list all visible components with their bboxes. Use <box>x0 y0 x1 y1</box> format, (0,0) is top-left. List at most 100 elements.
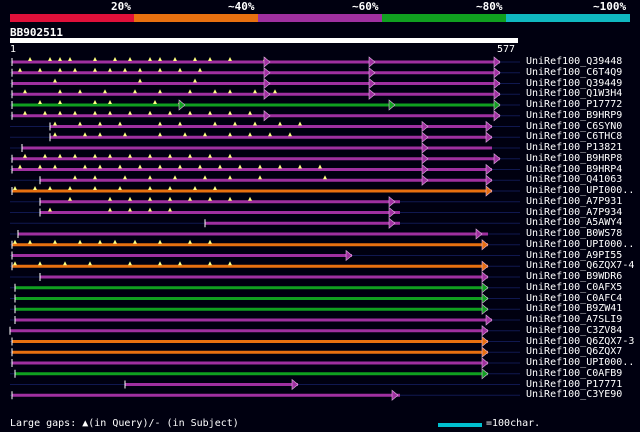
hit-arrowhead <box>421 163 429 176</box>
hit-label[interactable]: UniRef100_Q41063 <box>526 174 623 186</box>
hit-track[interactable] <box>10 120 520 133</box>
hit-track[interactable] <box>10 56 520 68</box>
hit-track[interactable] <box>10 185 520 197</box>
hit-track[interactable] <box>10 282 520 294</box>
hit-track[interactable] <box>10 217 520 229</box>
hit-arrowhead <box>291 378 299 391</box>
hit-track[interactable] <box>10 77 520 90</box>
identity-legend-bar <box>10 14 630 22</box>
query-gap-marker <box>133 89 137 94</box>
hit-track[interactable] <box>10 314 520 326</box>
hit-label[interactable]: UniRef100_Q6ZQX7 <box>526 346 623 358</box>
hit-label[interactable]: UniRef100_B0WS78 <box>526 228 623 239</box>
hit-label[interactable]: UniRef100_Q6ZQX7-4 <box>526 260 635 272</box>
hit-arrowhead <box>481 303 489 315</box>
query-gap-marker <box>253 89 257 94</box>
query-gap-marker <box>73 175 77 180</box>
hit-label[interactable]: UniRef100_C0AFB9 <box>526 367 623 379</box>
hit-track[interactable] <box>10 271 520 283</box>
hit-track[interactable] <box>10 303 520 315</box>
hit-track[interactable] <box>10 153 520 165</box>
hit-label[interactable]: UniRef100_B9HRP9 <box>526 109 623 121</box>
hit-label[interactable]: UniRef100_C3ZV84 <box>526 324 623 336</box>
hit-track[interactable] <box>10 67 520 79</box>
hit-label[interactable]: UniRef100_B9WDR6 <box>526 271 623 282</box>
hit-track[interactable] <box>10 110 520 122</box>
query-gap-marker <box>298 121 302 126</box>
hit-track[interactable] <box>10 346 520 358</box>
query-gap-marker <box>113 239 117 244</box>
hit-arrowhead <box>421 174 429 186</box>
query-gap-marker <box>58 89 62 94</box>
hit-label[interactable]: UniRef100_A9PI55 <box>526 249 623 261</box>
hit-label[interactable]: UniRef100_B9HRP4 <box>526 163 623 175</box>
query-gap-marker <box>138 164 142 169</box>
hit-label[interactable]: UniRef100_C3YE90 <box>526 389 623 401</box>
hit-label[interactable]: UniRef100_Q39449 <box>526 77 623 89</box>
hit-label[interactable]: UniRef100_Q6ZQX7-3 <box>526 335 635 347</box>
hit-track[interactable] <box>10 239 520 251</box>
query-gap-marker <box>278 121 282 126</box>
hit-label[interactable]: UniRef100_A7P931 <box>526 195 623 207</box>
hit-label[interactable]: UniRef100_C6SYN0 <box>526 120 623 132</box>
hit-label[interactable]: UniRef100_C6THC8 <box>526 131 623 143</box>
hit-track[interactable] <box>10 357 520 369</box>
hit-arrowhead <box>388 217 396 229</box>
query-gap-marker <box>228 261 232 266</box>
hit-label[interactable]: UniRef100_C6T4Q9 <box>526 66 623 78</box>
query-gap-marker <box>168 186 172 190</box>
hit-label[interactable]: UniRef100_Q39448 <box>526 56 623 67</box>
query-gap-marker <box>138 67 142 72</box>
query-gap-marker <box>38 164 42 169</box>
hit-arrowhead <box>481 325 489 337</box>
hit-label[interactable]: UniRef100_B9ZW41 <box>526 303 623 315</box>
hit-track[interactable] <box>10 163 520 176</box>
hit-track[interactable] <box>10 249 520 262</box>
hit-track[interactable] <box>10 335 520 348</box>
hit-arrowhead <box>368 56 376 68</box>
hit-arrowhead <box>481 260 489 272</box>
hit-arrowhead <box>368 88 376 100</box>
query-gap-marker <box>178 164 182 169</box>
hit-label[interactable]: UniRef100_UPI000.. <box>526 185 635 196</box>
hit-label[interactable]: UniRef100_B9HRP8 <box>526 152 623 164</box>
hit-track[interactable] <box>10 389 520 401</box>
hit-track[interactable] <box>10 99 520 111</box>
hit-track[interactable] <box>10 88 520 100</box>
hit-track[interactable] <box>10 228 520 240</box>
hit-track[interactable] <box>9 325 520 337</box>
query-gap-marker <box>123 132 127 137</box>
hit-label[interactable]: UniRef100_P13821 <box>526 142 623 153</box>
query-gap-marker <box>113 57 117 61</box>
hit-track[interactable] <box>10 292 520 305</box>
hit-arrowhead <box>493 56 501 68</box>
hit-arrowhead <box>493 153 501 165</box>
hit-label[interactable]: UniRef100_A5AWY4 <box>526 217 623 229</box>
hit-label[interactable]: UniRef100_UPI000.. <box>526 238 635 250</box>
query-gap-marker <box>183 132 187 137</box>
hit-track[interactable] <box>10 368 520 380</box>
hit-label[interactable]: UniRef100_P17771 <box>526 378 623 390</box>
query-gap-marker <box>318 164 322 169</box>
scale-label: =100char. <box>486 418 541 429</box>
hit-label[interactable]: UniRef100_UPI000.. <box>526 357 635 368</box>
hit-label[interactable]: UniRef100_A7P934 <box>526 206 623 218</box>
hit-label[interactable]: UniRef100_C0AFC4 <box>526 292 623 304</box>
hit-track[interactable] <box>10 142 520 154</box>
hit-label[interactable]: UniRef100_P17772 <box>526 99 623 110</box>
hit-label[interactable]: UniRef100_C0AFX5 <box>526 281 623 293</box>
hit-track[interactable] <box>10 131 520 143</box>
hit-track[interactable] <box>10 174 520 186</box>
query-gap-marker <box>208 110 212 115</box>
hit-arrowhead <box>263 88 271 100</box>
hit-track[interactable] <box>10 260 520 272</box>
hit-arrowhead <box>421 120 429 133</box>
hit-track[interactable] <box>10 196 520 208</box>
hit-label[interactable]: UniRef100_Q1W3H4 <box>526 88 623 100</box>
hit-label[interactable]: UniRef100_A7SLI9 <box>526 314 623 325</box>
query-gap-marker <box>138 78 142 83</box>
query-gap-marker <box>188 239 192 244</box>
hit-track[interactable] <box>10 378 520 391</box>
hit-track[interactable] <box>10 206 520 219</box>
query-gap-marker <box>188 153 192 158</box>
